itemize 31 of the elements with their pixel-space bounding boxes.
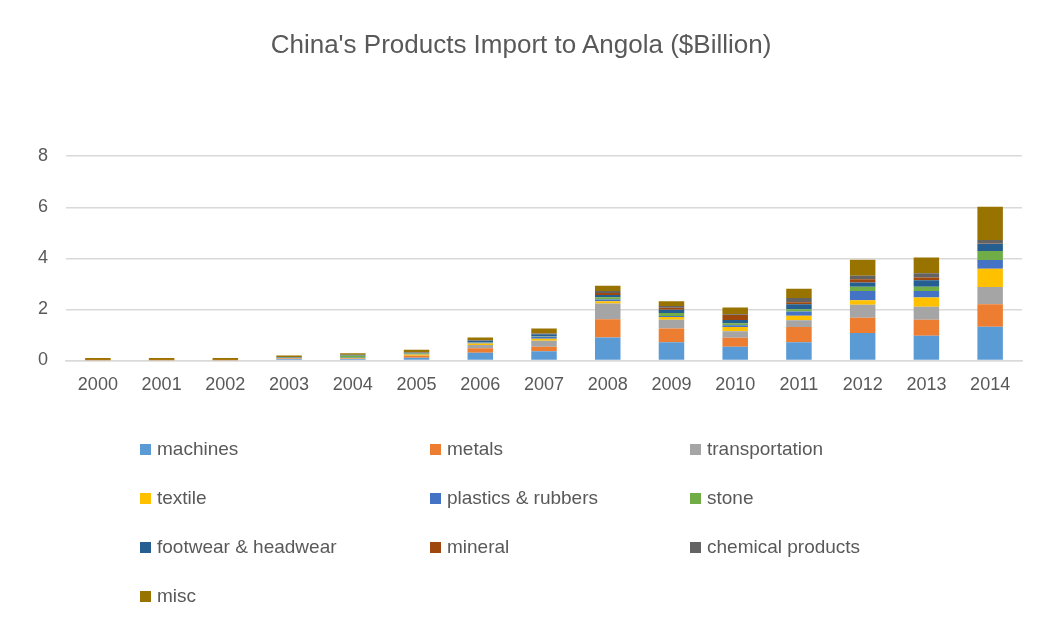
x-tick-label: 2012 bbox=[842, 374, 883, 395]
y-tick-label: 0 bbox=[38, 349, 49, 370]
x-tick-label: 2010 bbox=[715, 374, 756, 395]
legend-label: footwear & headwear bbox=[157, 536, 337, 558]
x-tick-label: 2008 bbox=[587, 374, 628, 395]
legend-label: stone bbox=[707, 487, 754, 509]
x-tick-label: 2007 bbox=[523, 374, 565, 395]
x-tick-label: 2002 bbox=[205, 374, 246, 395]
x-tick-label: 2009 bbox=[651, 374, 692, 395]
y-tick-label: 2 bbox=[38, 298, 49, 319]
x-tick-label: 2000 bbox=[77, 374, 118, 395]
x-tick-label: 2013 bbox=[906, 374, 947, 395]
legend-label: chemical products bbox=[707, 536, 861, 558]
legend-label: machines bbox=[157, 438, 239, 460]
x-tick-label: 2003 bbox=[269, 374, 310, 395]
y-tick-label: 8 bbox=[38, 145, 49, 166]
legend-label: misc bbox=[157, 585, 197, 607]
legend-label: transportation bbox=[707, 438, 824, 460]
x-tick-label: 2011 bbox=[779, 374, 819, 395]
legend-label: textile bbox=[157, 487, 207, 509]
x-tick-label: 2006 bbox=[460, 374, 501, 395]
x-tick-label: 2014 bbox=[970, 374, 1011, 395]
chart-title: China's Products Import to Angola ($Billion) bbox=[270, 28, 772, 59]
legend-label: mineral bbox=[447, 536, 510, 558]
legend-label: metals bbox=[447, 438, 503, 460]
y-tick-label: 6 bbox=[38, 196, 49, 217]
legend-label: plastics & rubbers bbox=[447, 487, 599, 509]
x-tick-label: 2004 bbox=[332, 374, 373, 395]
y-tick-label: 4 bbox=[38, 247, 49, 268]
x-tick-label: 2005 bbox=[396, 374, 437, 395]
x-tick-label: 2001 bbox=[141, 374, 182, 395]
